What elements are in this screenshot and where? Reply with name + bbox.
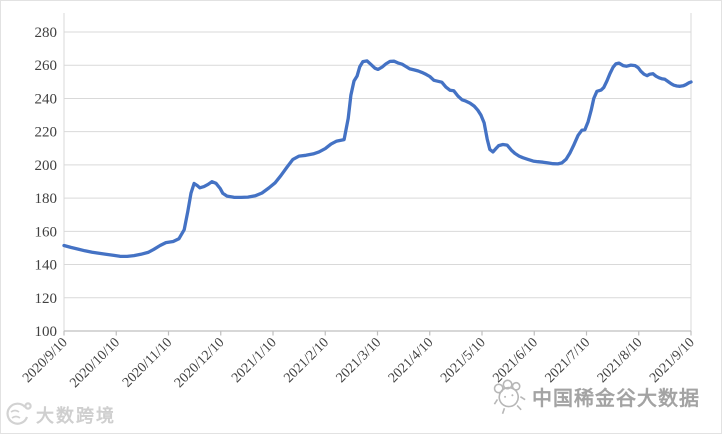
x-axis-tick-label: 2020/12/10 [172,335,228,391]
x-axis-tick-label: 2021/3/10 [334,335,385,386]
x-axis-tick-label: 2020/9/10 [20,335,71,386]
x-axis-tick-label: 2021/1/10 [229,335,280,386]
y-axis-tick-label: 140 [35,258,58,274]
x-axis-tick-label: 2021/5/10 [438,335,489,386]
x-axis-tick-label: 2021/8/10 [595,335,646,386]
x-axis-tick-label: 2021/9/10 [647,335,698,386]
y-axis-tick-label: 280 [35,25,58,41]
y-axis-tick-label: 220 [35,125,58,141]
y-axis-tick-label: 200 [35,158,58,174]
x-axis-tick-label: 2021/7/10 [543,335,594,386]
x-axis-tick-label: 2021/2/10 [281,335,332,386]
x-axis-tick-label: 2020/11/10 [120,335,175,390]
y-axis-tick-label: 260 [35,58,58,74]
series-line-price-index [62,59,693,259]
x-axis-tick-label: 2021/6/10 [490,335,541,386]
y-axis-tick-label: 100 [35,324,58,340]
y-axis-tick-label: 120 [35,291,58,307]
x-axis-tick-label: 2021/4/10 [386,335,437,386]
y-axis-tick-label: 160 [35,224,58,240]
y-axis-tick-label: 240 [35,91,58,107]
x-axis-tick-label: 2020/10/10 [67,335,123,391]
y-axis-tick-label: 180 [35,191,58,207]
